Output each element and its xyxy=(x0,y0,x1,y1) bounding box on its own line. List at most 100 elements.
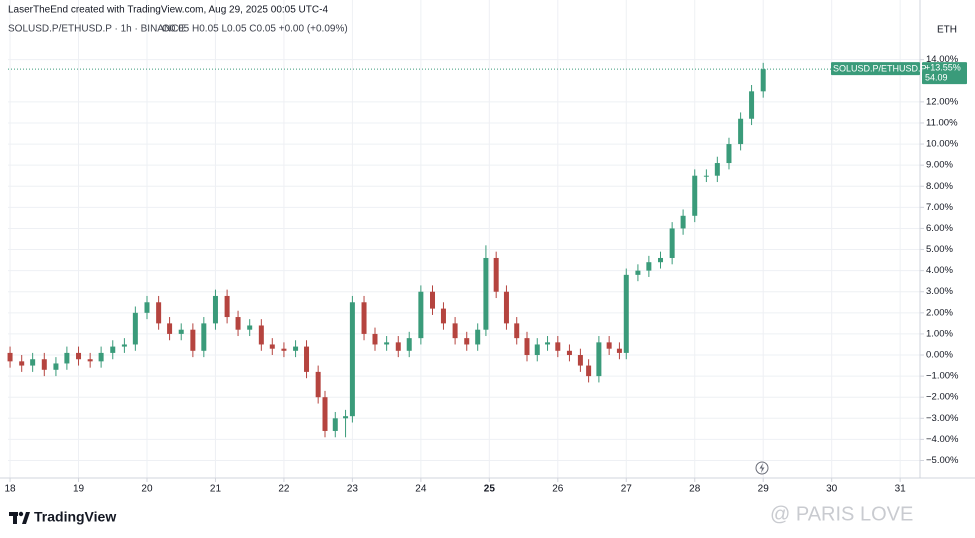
candle-body xyxy=(418,291,424,339)
x-tick-label: 20 xyxy=(141,484,153,495)
y-tick-label: 11.00% xyxy=(926,117,958,128)
y-tick-label: −3.00% xyxy=(926,413,959,424)
candle-body xyxy=(269,344,275,349)
candle-body xyxy=(132,312,138,345)
y-tick-label: 10.00% xyxy=(926,139,959,150)
candle-body xyxy=(258,325,264,345)
candle-body xyxy=(483,257,489,330)
candle-body xyxy=(440,308,446,324)
x-tick-label: 22 xyxy=(278,484,290,495)
y-tick-label: −1.00% xyxy=(926,371,959,382)
candle-body xyxy=(30,359,36,366)
candle-body xyxy=(464,338,470,345)
candle-body xyxy=(606,342,612,349)
candle-body xyxy=(293,346,299,351)
candle-body xyxy=(658,257,664,263)
candle-body xyxy=(144,302,150,313)
candle-body xyxy=(555,342,561,351)
grid-layer xyxy=(8,0,920,478)
candle-body xyxy=(332,418,338,431)
candle-body xyxy=(315,371,321,398)
candle-body xyxy=(703,175,709,177)
candle-body xyxy=(121,344,127,347)
y-tick-label: 4.00% xyxy=(926,265,953,276)
symbol-box xyxy=(831,62,920,76)
candle-body xyxy=(76,352,82,360)
candle-body xyxy=(545,342,551,345)
brand-logo xyxy=(9,511,30,524)
candle-body xyxy=(493,257,499,292)
icon-circle xyxy=(755,461,769,475)
candle-body xyxy=(178,329,184,334)
y-tick-label: −2.00% xyxy=(926,392,959,403)
candle-body xyxy=(452,323,458,339)
candle-body xyxy=(596,342,602,377)
candle-body xyxy=(738,118,744,145)
candle-body xyxy=(406,338,412,351)
logo-shape xyxy=(22,512,30,524)
logo-shape xyxy=(18,511,24,517)
x-tick-label: 29 xyxy=(758,484,770,495)
y-tick-label: 3.00% xyxy=(926,286,953,297)
mark-layer xyxy=(7,62,920,438)
candle-body xyxy=(646,262,652,271)
x-tick-label: 24 xyxy=(415,484,427,495)
candle-body xyxy=(616,348,622,353)
candle-body xyxy=(372,333,378,345)
y-tick-label: 0.00% xyxy=(926,350,953,361)
x-tick-label: 19 xyxy=(73,484,85,495)
candle-body xyxy=(760,69,766,92)
candle-body xyxy=(53,363,59,370)
candle-body xyxy=(281,348,287,351)
currency-label: ETH xyxy=(937,25,957,36)
y-tick-label: 8.00% xyxy=(926,181,953,192)
candle-body xyxy=(395,342,401,351)
candle-body xyxy=(110,346,116,353)
candle-body xyxy=(190,329,196,351)
header: LaserTheEnd created with TradingView.com… xyxy=(8,5,328,16)
x-tick-label: 26 xyxy=(552,484,564,495)
candle-body xyxy=(304,346,310,372)
candle-body xyxy=(87,359,93,362)
candle-body xyxy=(98,352,104,362)
candle-body xyxy=(726,144,732,164)
candle-body xyxy=(156,302,162,324)
candle-body xyxy=(680,215,686,229)
candle-body xyxy=(669,228,675,258)
ohlc-line: O0.05 H0.05 L0.05 C0.05 +0.00 (+0.09%) xyxy=(162,24,348,35)
candle-body xyxy=(247,325,253,330)
x-tick-label: 28 xyxy=(689,484,701,495)
x-tick-label: 27 xyxy=(621,484,633,495)
candle-body xyxy=(322,397,328,431)
candle-body xyxy=(235,317,241,330)
x-tick-label: 31 xyxy=(895,484,907,495)
candle-body xyxy=(503,291,509,324)
candle-body xyxy=(692,175,698,216)
candle-body xyxy=(475,329,481,345)
brand: TradingView xyxy=(34,509,116,525)
y-tick-label: 6.00% xyxy=(926,223,953,234)
change-label: +13.55% xyxy=(925,63,961,73)
last-price-box xyxy=(922,62,967,85)
candle-body xyxy=(167,323,173,334)
y-tick-label: 12.00% xyxy=(926,96,959,107)
y-tick-label: −5.00% xyxy=(926,455,959,466)
price-label: 54.09 xyxy=(925,73,948,83)
symbol-line: SOLUSD.P/ETHUSD.P · 1h · BINANCE xyxy=(8,24,185,35)
lightning-icon xyxy=(755,461,769,475)
symbol-label: SOLUSD.P/ETHUSD.P xyxy=(833,64,927,74)
candle-body xyxy=(64,352,70,364)
candle-body xyxy=(514,323,520,339)
candle-body xyxy=(714,163,720,176)
candle-body xyxy=(201,323,207,351)
candle-body xyxy=(635,270,641,275)
candle-body xyxy=(623,274,629,353)
y-tick-label: 14.00% xyxy=(926,54,959,65)
icon-bolt xyxy=(759,463,765,473)
x-tick-label: 30 xyxy=(826,484,838,495)
candle-body xyxy=(349,302,355,417)
watermark: @ PARIS LOVE xyxy=(770,503,913,525)
y-tick-label: 2.00% xyxy=(926,307,953,318)
candle-body xyxy=(566,350,572,356)
